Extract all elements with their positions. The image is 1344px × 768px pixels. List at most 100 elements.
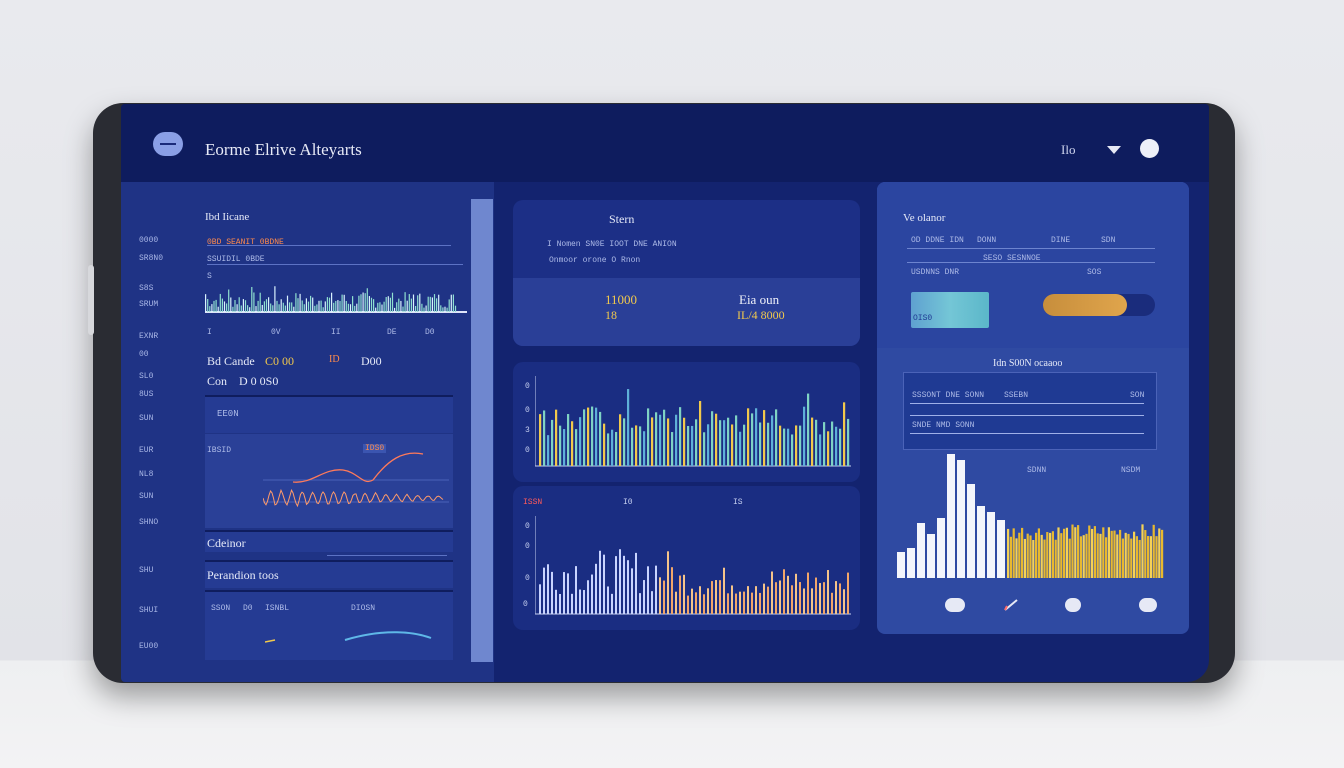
bar bbox=[663, 409, 666, 466]
wave-bar bbox=[328, 297, 331, 312]
divider bbox=[207, 245, 451, 246]
gold-bar bbox=[1127, 533, 1130, 578]
nav-item[interactable]: 0000 bbox=[139, 236, 159, 245]
settings-icon[interactable] bbox=[1139, 598, 1157, 612]
play-icon[interactable] bbox=[1065, 598, 1081, 612]
avatar[interactable] bbox=[1140, 139, 1159, 158]
divider bbox=[207, 264, 463, 265]
gold-bar bbox=[1107, 527, 1110, 578]
wave-bar bbox=[209, 306, 211, 312]
bar bbox=[567, 414, 570, 466]
nav-item[interactable]: SHU bbox=[139, 566, 154, 575]
bar bbox=[707, 588, 709, 614]
wave-bar bbox=[381, 304, 383, 312]
bar bbox=[819, 583, 821, 614]
nav-item[interactable]: 00 bbox=[139, 350, 149, 359]
gold-bar bbox=[1113, 530, 1116, 578]
bar bbox=[727, 417, 730, 466]
gold-bar bbox=[1105, 537, 1108, 578]
nav-item[interactable]: NL8 bbox=[139, 470, 154, 479]
top-bar-chart bbox=[535, 376, 851, 467]
nav-item[interactable]: 8US bbox=[139, 390, 154, 399]
bar bbox=[555, 409, 558, 466]
nav-item[interactable]: SL0 bbox=[139, 372, 154, 381]
nav-item[interactable]: SR8N0 bbox=[139, 254, 164, 263]
gold-bar bbox=[1026, 533, 1029, 578]
gold-bar bbox=[1093, 526, 1096, 578]
wave-bar bbox=[389, 297, 391, 312]
wave-bar bbox=[368, 296, 370, 312]
bar bbox=[655, 565, 657, 614]
logo-icon[interactable] bbox=[153, 132, 183, 156]
nav-item[interactable]: S8S bbox=[139, 284, 154, 293]
wave-bar bbox=[265, 299, 268, 312]
nav-item[interactable]: SRUM bbox=[139, 300, 159, 309]
divider bbox=[327, 555, 447, 556]
bar bbox=[599, 411, 602, 466]
bar bbox=[763, 410, 766, 466]
nav-item[interactable]: SUN bbox=[139, 414, 154, 423]
wave-bar bbox=[337, 300, 339, 312]
gold-bar bbox=[1032, 539, 1035, 578]
nav-item[interactable]: EU00 bbox=[139, 642, 159, 651]
card-line: Onmoor orone O Rnon bbox=[549, 256, 641, 265]
wave-bar bbox=[213, 300, 215, 312]
white-bar bbox=[917, 523, 925, 578]
nav-item[interactable]: SUN bbox=[139, 492, 154, 501]
divider bbox=[910, 403, 1144, 404]
left-panel-scrollbar[interactable] bbox=[471, 199, 493, 662]
nav-item[interactable]: SHNO bbox=[139, 518, 159, 527]
nav-item[interactable]: SHUI bbox=[139, 606, 159, 615]
bar bbox=[823, 582, 825, 614]
bar bbox=[835, 581, 837, 614]
wave-bar bbox=[383, 301, 385, 312]
bar bbox=[807, 393, 810, 466]
gold-bar bbox=[1158, 528, 1161, 578]
wave-bar bbox=[297, 298, 299, 312]
stat-value: D00 bbox=[361, 354, 382, 368]
bar bbox=[679, 575, 681, 614]
bar bbox=[747, 408, 750, 466]
wave-bar bbox=[400, 300, 402, 312]
card-title: Stern bbox=[609, 212, 635, 226]
pen-icon[interactable] bbox=[1003, 596, 1021, 614]
bar bbox=[659, 577, 661, 614]
summary-box[interactable]: EE0N bbox=[205, 395, 453, 433]
chevron-down-icon[interactable] bbox=[1107, 146, 1121, 154]
wave-bar bbox=[272, 305, 274, 312]
wave-bar bbox=[335, 300, 337, 312]
bar bbox=[619, 414, 622, 466]
sparkline bbox=[265, 631, 432, 643]
wave-bar bbox=[423, 307, 425, 312]
gold-bar bbox=[1135, 536, 1138, 578]
wave-bar bbox=[440, 305, 442, 312]
record-icon[interactable] bbox=[945, 598, 965, 612]
divider bbox=[910, 433, 1144, 434]
wave-bar bbox=[282, 302, 284, 312]
wave-bar bbox=[289, 302, 291, 312]
bar bbox=[627, 389, 630, 466]
bar bbox=[591, 406, 594, 466]
user-label[interactable]: Ilo bbox=[1061, 142, 1076, 157]
bar bbox=[615, 431, 618, 466]
bar bbox=[723, 420, 726, 466]
wave-bar bbox=[398, 298, 400, 312]
bar bbox=[695, 592, 697, 614]
left-nav: 0000 SR8N0 S8S SRUM EXNR 00 SL0 8US SUN … bbox=[139, 236, 189, 676]
nav-item[interactable]: EUR bbox=[139, 446, 154, 455]
bar bbox=[699, 400, 702, 466]
wave-bar bbox=[299, 293, 301, 312]
nav-item[interactable]: EXNR bbox=[139, 332, 159, 341]
wave-bar bbox=[387, 296, 389, 312]
bar bbox=[639, 426, 642, 466]
wave-bar bbox=[322, 307, 324, 312]
wave-bar bbox=[354, 305, 356, 312]
wave-bar bbox=[274, 286, 276, 312]
gold-bar bbox=[1082, 535, 1085, 578]
bar bbox=[767, 586, 769, 614]
bar bbox=[715, 413, 718, 466]
bar bbox=[787, 575, 789, 614]
progress-bar[interactable] bbox=[1043, 294, 1155, 316]
wave-bar bbox=[349, 304, 352, 312]
bar bbox=[575, 566, 577, 614]
